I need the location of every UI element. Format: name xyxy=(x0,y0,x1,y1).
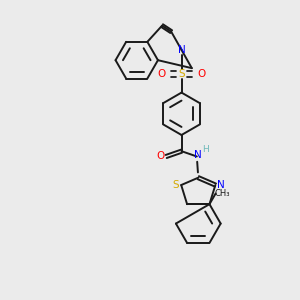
Text: S: S xyxy=(178,69,185,79)
Text: N: N xyxy=(194,150,202,160)
Text: O: O xyxy=(158,69,166,79)
Text: S: S xyxy=(172,180,179,190)
Text: H: H xyxy=(202,146,209,154)
Text: O: O xyxy=(197,69,206,79)
Text: O: O xyxy=(157,152,165,161)
Text: N: N xyxy=(217,180,224,190)
Text: CH₃: CH₃ xyxy=(215,189,230,198)
Text: N: N xyxy=(178,45,186,55)
